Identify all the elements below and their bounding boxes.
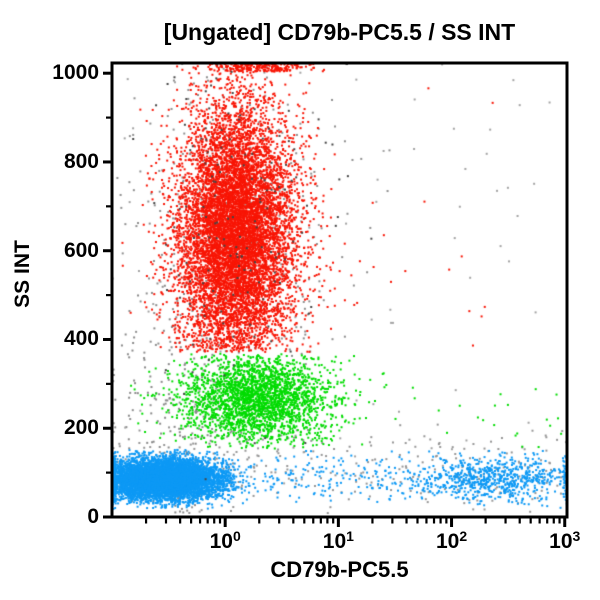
x-tick-label: 103 <box>549 528 581 553</box>
y-tick-label: 200 <box>63 416 99 440</box>
x-tick-label: 101 <box>322 528 354 553</box>
x-axis-label: CD79b-PC5.5 <box>270 557 409 582</box>
x-tick-label: 102 <box>435 528 468 553</box>
plot-frame <box>110 61 569 519</box>
y-tick-label: 400 <box>63 327 99 351</box>
plot-title: [Ungated] CD79b-PC5.5 / SS INT <box>163 19 516 45</box>
y-tick-label: 0 <box>87 505 99 528</box>
y-tick-label: 600 <box>63 238 99 262</box>
y-tick-label: 800 <box>63 149 99 173</box>
x-tick-label: 100 <box>209 528 241 553</box>
y-tick-label: 1000 <box>52 61 99 85</box>
scatter-plot-area[interactable] <box>112 63 567 517</box>
